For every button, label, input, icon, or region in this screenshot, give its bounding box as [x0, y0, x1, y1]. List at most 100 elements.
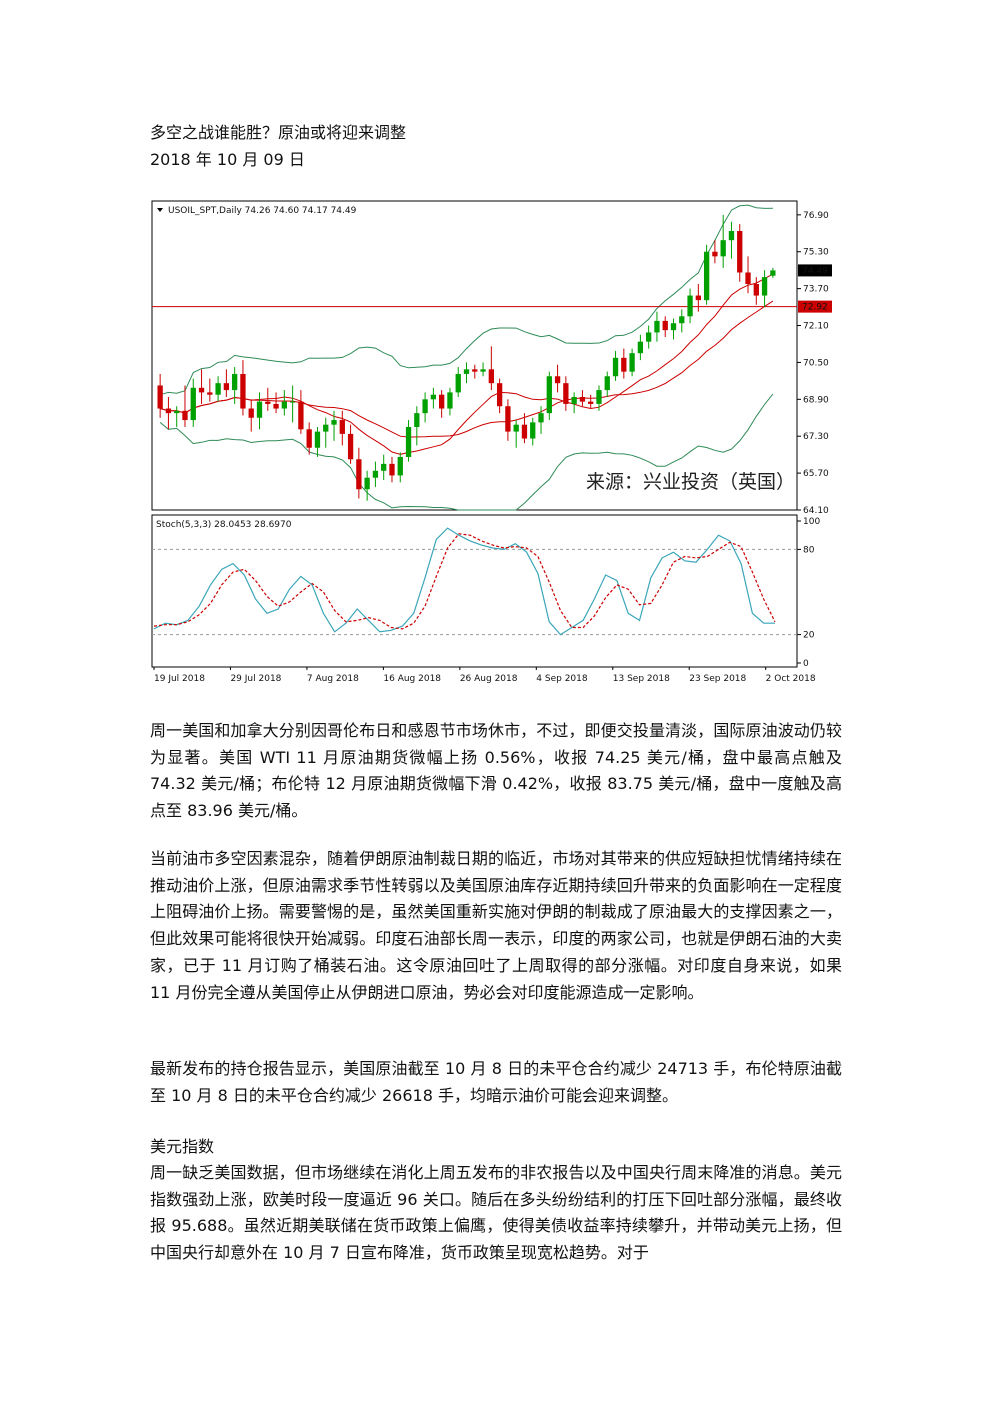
candle-body	[571, 397, 577, 404]
candle-body	[646, 332, 652, 342]
candle-body	[157, 385, 163, 409]
date-axis-label-7: 23 Sep 2018	[689, 674, 746, 684]
candle-body	[496, 383, 503, 407]
price-panel-frame	[151, 200, 798, 511]
candle-body	[455, 373, 461, 393]
candle-body	[331, 420, 337, 425]
candle-body	[662, 320, 668, 331]
candle-body	[745, 272, 751, 285]
candle-body	[596, 390, 602, 404]
paragraph-4: 周一缺乏美国数据，但市场继续在消化上周五发布的非农报告以及中国央行周末降准的消息…	[150, 1163, 842, 1263]
candle-body	[215, 383, 221, 395]
last-price-tag	[798, 264, 832, 277]
paragraph-1: 周一美国和加拿大分别因哥伦布日和感恩节市场休市，不过，即便交投量清淡，国际原油波…	[150, 721, 842, 821]
document-title: 多空之战谁能胜？原油或将迎来调整	[150, 123, 407, 142]
candle-body	[621, 357, 627, 372]
candle-body	[670, 323, 677, 331]
moving-average-line-2	[159, 273, 774, 455]
stoch-axis-label-2: 20	[803, 631, 815, 641]
candle-body	[753, 284, 759, 296]
candle-body	[637, 341, 644, 354]
date-axis-label-4: 26 Aug 2018	[460, 674, 518, 684]
price-axis-label-2: 73.70	[803, 285, 829, 295]
candle-body	[306, 429, 312, 448]
candle-body	[314, 431, 321, 448]
candle-body	[728, 230, 735, 241]
price-axis-label-7: 65.70	[803, 469, 829, 479]
candle-body	[281, 401, 287, 409]
stoch-main-line	[153, 527, 775, 636]
stoch-axis-label-1: 80	[803, 545, 815, 555]
section-heading: 美元指数	[150, 1137, 215, 1156]
date-axis-label-1: 29 Jul 2018	[230, 674, 281, 684]
date-axis-label-8: 2 Oct 2018	[766, 674, 816, 684]
candle-body	[579, 397, 586, 402]
candle-body	[770, 270, 776, 276]
price-axis-label-0: 76.90	[803, 211, 829, 221]
stoch-axis-label-0: 100	[803, 517, 820, 527]
candle-body	[165, 408, 172, 414]
price-axis-label-8: 64.10	[803, 506, 829, 516]
candle-body	[182, 410, 188, 421]
date-axis-label-2: 7 Aug 2018	[307, 674, 359, 684]
candle-body	[472, 369, 478, 372]
stoch-axis-label-3: 0	[803, 659, 809, 669]
candle-body	[422, 399, 428, 414]
candle-body	[439, 394, 445, 409]
candle-body	[347, 433, 354, 460]
support-line-tag	[798, 300, 832, 313]
chart-watermark: 来源：兴业投资（英国）	[586, 471, 795, 493]
candle-body	[588, 401, 594, 404]
candle-body	[405, 426, 412, 457]
price-axis-label-4: 70.50	[803, 358, 829, 368]
price-axis-label-3: 72.10	[803, 322, 829, 332]
chart-svg: 76.90 75.30 73.70 72.10 70.50 68.90 67.30 65.70…	[151, 200, 832, 684]
candle-body	[538, 413, 544, 423]
candle-body	[397, 456, 403, 476]
candle-body	[761, 277, 768, 296]
candle-body	[364, 477, 370, 490]
last-price-label: 74.49	[802, 266, 828, 276]
candle-body	[240, 373, 246, 409]
candle-body	[323, 424, 329, 432]
candle-body	[530, 422, 536, 439]
candle-body	[463, 369, 470, 374]
candle-body	[207, 392, 213, 395]
price-axis-label-1: 75.30	[803, 248, 829, 258]
date-axis-label-6: 13 Sep 2018	[613, 674, 670, 684]
candle-body	[521, 424, 528, 439]
document-date: 2018 年 10 月 09 日	[150, 150, 305, 169]
candle-body	[198, 387, 205, 393]
candle-body	[554, 376, 561, 384]
date-axis-label-5: 4 Sep 2018	[536, 674, 588, 684]
paragraph-2: 当前油市多空因素混杂，随着伊朗原油制裁日期的临近，市场对其带来的供应短缺担忧情绪…	[150, 849, 842, 1002]
bollinger-upper-line	[159, 204, 773, 396]
candle-body	[298, 401, 304, 430]
candle-body	[695, 295, 701, 301]
candle-body	[256, 401, 263, 418]
candle-body	[480, 369, 486, 372]
price-axis-label-6: 67.30	[803, 432, 829, 442]
candle-body	[687, 295, 693, 317]
bollinger-lower-line	[159, 393, 774, 511]
candle-body	[604, 376, 610, 391]
stoch-signal-line	[153, 533, 776, 630]
date-axis-label-0: 19 Jul 2018	[154, 674, 205, 684]
candle-body	[381, 463, 387, 471]
candle-body	[612, 357, 619, 377]
price-chart-title: USOIL_SPT,Daily 74.26 74.60 74.17 74.49	[168, 206, 357, 216]
candle-body	[563, 383, 569, 404]
candle-body	[505, 406, 511, 432]
candle-body	[232, 373, 238, 391]
candle-body	[339, 420, 345, 434]
candle-body	[273, 403, 279, 409]
chart-figure: 76.90 75.30 73.70 72.10 70.50 68.90 67.30 65.70…	[150, 193, 842, 690]
candle-body	[737, 230, 743, 273]
candle-body	[372, 470, 379, 478]
candle-body	[190, 387, 196, 421]
candle-body	[703, 251, 710, 301]
date-axis-label-3: 16 Aug 2018	[383, 674, 441, 684]
price-axis-label-5: 68.90	[803, 395, 829, 405]
candle-body	[488, 369, 494, 384]
